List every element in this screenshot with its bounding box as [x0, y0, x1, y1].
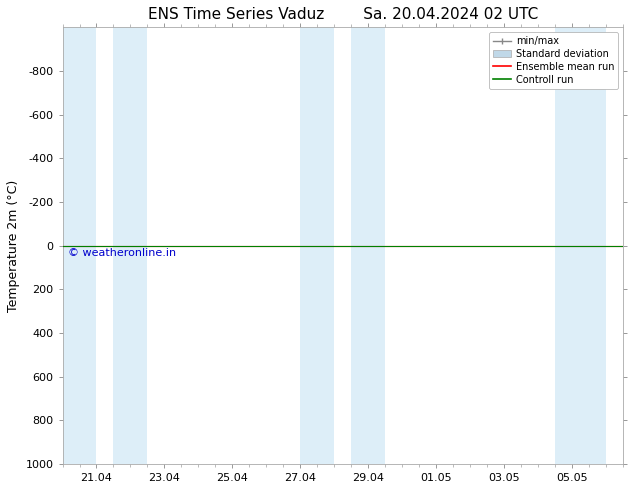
Bar: [113, 27, 148, 464]
Bar: [351, 27, 385, 464]
Text: © weatheronline.in: © weatheronline.in: [68, 248, 176, 258]
Bar: [63, 27, 96, 464]
Legend: min/max, Standard deviation, Ensemble mean run, Controll run: min/max, Standard deviation, Ensemble me…: [489, 32, 618, 89]
Bar: [555, 27, 606, 464]
Title: ENS Time Series Vaduz        Sa. 20.04.2024 02 UTC: ENS Time Series Vaduz Sa. 20.04.2024 02 …: [148, 7, 538, 22]
Y-axis label: Temperature 2m (°C): Temperature 2m (°C): [7, 179, 20, 312]
Bar: [301, 27, 334, 464]
